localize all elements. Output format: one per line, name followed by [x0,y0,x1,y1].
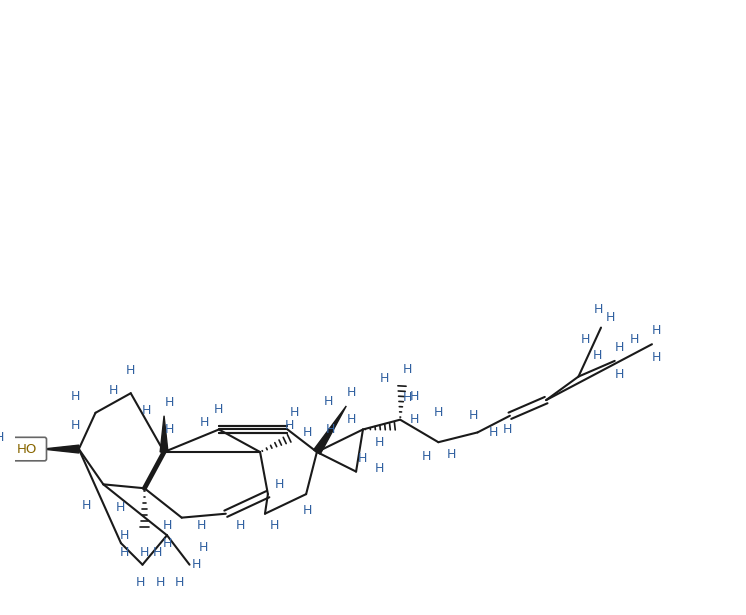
Text: H: H [433,407,443,419]
Text: H: H [275,478,284,491]
Text: H: H [652,351,662,365]
Polygon shape [43,445,79,453]
Text: H: H [120,546,130,560]
Text: H: H [285,419,294,432]
Text: H: H [197,519,206,532]
Text: H: H [155,576,165,589]
Text: H: H [192,558,201,571]
Text: H: H [446,448,456,461]
Text: H: H [593,303,603,317]
Text: H: H [469,409,478,423]
Text: H: H [289,407,299,419]
Polygon shape [313,406,346,454]
Text: H: H [108,384,118,397]
Text: H: H [214,403,224,416]
Text: H: H [326,423,335,436]
Text: H: H [358,453,368,466]
Text: H: H [615,341,624,354]
Text: H: H [592,349,602,362]
Text: H: H [580,333,590,346]
Text: H: H [0,431,4,444]
Text: H: H [236,519,245,532]
Text: H: H [120,529,130,542]
Text: H: H [163,537,172,550]
Text: H: H [136,576,145,589]
Text: H: H [375,435,384,449]
Text: H: H [126,364,136,377]
Text: H: H [71,419,81,432]
Text: H: H [346,413,356,426]
Text: H: H [302,504,312,517]
Text: H: H [140,546,149,560]
Text: HO: HO [16,443,37,456]
Text: H: H [489,426,498,439]
Text: H: H [410,390,419,403]
Text: H: H [606,311,615,324]
Text: H: H [402,363,412,376]
Text: H: H [142,404,151,418]
Text: H: H [116,501,125,514]
Text: H: H [270,519,280,532]
Text: H: H [198,541,208,554]
Text: H: H [422,450,431,464]
FancyBboxPatch shape [7,437,46,461]
Text: H: H [164,395,174,408]
Text: H: H [375,462,384,475]
Text: H: H [324,395,333,408]
Text: H: H [199,416,209,429]
Text: H: H [402,391,412,403]
Polygon shape [160,416,168,452]
Text: H: H [630,333,639,346]
Text: H: H [302,426,312,439]
Text: H: H [502,423,512,436]
Text: H: H [82,499,91,512]
Text: H: H [380,372,389,385]
Text: H: H [615,368,624,381]
Text: H: H [652,324,662,337]
Text: H: H [163,519,172,532]
Text: H: H [71,390,81,403]
Text: H: H [410,413,419,426]
Text: H: H [346,386,356,399]
Text: H: H [175,576,184,589]
Text: H: H [152,546,162,560]
Text: H: H [164,423,174,436]
